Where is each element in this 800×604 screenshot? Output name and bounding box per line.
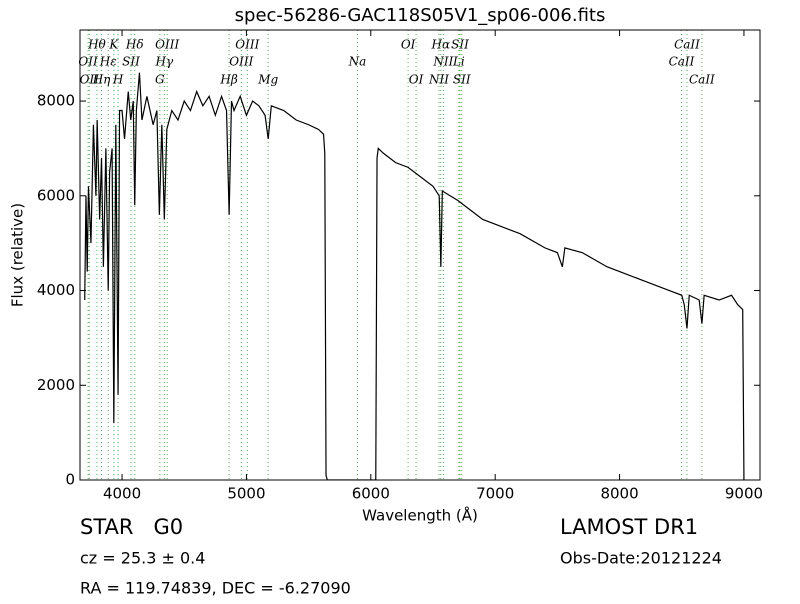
x-tick-label: 7000: [476, 485, 514, 503]
spectrum-line: [84, 72, 745, 480]
object-class: STAR G0: [80, 515, 183, 539]
annotation-label: CaII: [689, 73, 715, 87]
x-tick-label: 9000: [725, 485, 763, 503]
x-axis-label: Wavelength (Å): [362, 506, 478, 525]
annotation-label: K: [108, 38, 119, 52]
x-tick-label: 8000: [600, 485, 638, 503]
annotation-label: Hγ: [155, 55, 174, 69]
y-tick-label: 0: [65, 471, 75, 489]
annotation-label: Hδ: [125, 38, 144, 52]
annotation-label: NII: [428, 73, 449, 87]
plot-frame: [79, 29, 761, 481]
annotation-label: Hα: [431, 38, 451, 52]
annotation-label: G: [155, 73, 165, 87]
y-axis-label: Flux (relative): [9, 203, 27, 307]
annotation-label: OI: [409, 73, 424, 87]
x-tick-label: 5000: [227, 485, 265, 503]
y-tick-label: 2000: [37, 376, 75, 394]
annotation-label: Li: [452, 55, 465, 69]
annotation-label: SII: [453, 73, 471, 87]
annotation-label: OII: [80, 73, 100, 87]
annotation-label: CaII: [674, 38, 700, 52]
obs-date: Obs-Date:20121224: [560, 549, 722, 568]
annotation-label: Hθ: [87, 38, 106, 52]
annotation-label: Mg: [257, 73, 278, 87]
annotation-label: CaII: [669, 55, 695, 69]
annotation-label: OII: [78, 55, 98, 69]
annotation-label: Na: [348, 55, 367, 69]
annotation-label: Hε: [99, 55, 117, 69]
annotation-label: OIII: [235, 38, 259, 52]
x-tick-label: 6000: [352, 485, 390, 503]
annotation-label: SII: [451, 38, 469, 52]
y-tick-label: 4000: [37, 281, 75, 299]
annotation-label: OI: [401, 38, 416, 52]
y-tick-label: 6000: [37, 186, 75, 204]
annotation-label: Hη: [92, 73, 111, 87]
x-tick-label: 4000: [103, 485, 141, 503]
coordinates: RA = 119.74839, DEC = -6.27090: [80, 579, 351, 598]
y-tick-label: 8000: [37, 92, 75, 110]
annotation-label: SII: [122, 55, 140, 69]
redshift: cz = 25.3 ± 0.4: [80, 549, 205, 568]
survey: LAMOST DR1: [560, 515, 698, 539]
annotation-label: Hβ: [219, 73, 237, 87]
annotation-label: OIII: [155, 38, 179, 52]
chart-title: spec-56286-GAC118S05V1_sp06-006.fits: [235, 5, 606, 26]
annotation-label: OIII: [229, 55, 253, 69]
annotation-label: H: [112, 73, 124, 87]
annotation-label: NII: [432, 55, 453, 69]
